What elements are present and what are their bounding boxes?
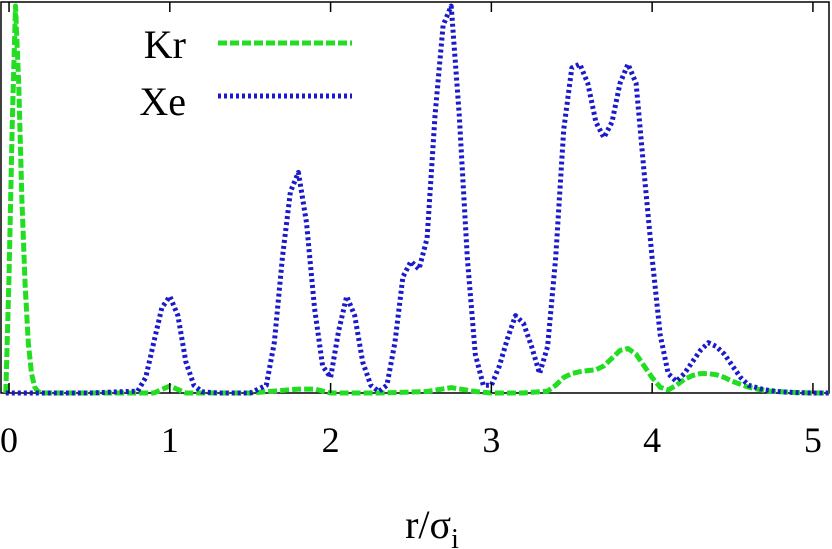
legend-label-kr: Kr bbox=[144, 22, 186, 67]
x-tick-label-4: 4 bbox=[643, 420, 661, 460]
plot-frame bbox=[0, 1, 830, 394]
x-tick-label-2: 2 bbox=[322, 420, 340, 460]
x-tick-label-1: 1 bbox=[161, 420, 179, 460]
x-tick-label-3: 3 bbox=[482, 420, 500, 460]
x-tick-label-5: 5 bbox=[804, 420, 822, 460]
x-axis-label: r/σi bbox=[405, 502, 459, 549]
x-tick-label-0: 0 bbox=[0, 420, 18, 460]
tick-layer: 0 1 2 3 4 5 bbox=[0, 2, 822, 460]
legend: Kr Xe bbox=[139, 22, 352, 124]
series-layer bbox=[3, 3, 829, 396]
series-line-kr bbox=[3, 3, 829, 396]
x-axis-label-subscript: i bbox=[451, 524, 459, 549]
x-axis-label-main: r/σ bbox=[405, 502, 451, 547]
legend-label-xe: Xe bbox=[139, 79, 186, 124]
plot-border bbox=[0, 1, 830, 394]
series-line-xe bbox=[5, 3, 829, 396]
